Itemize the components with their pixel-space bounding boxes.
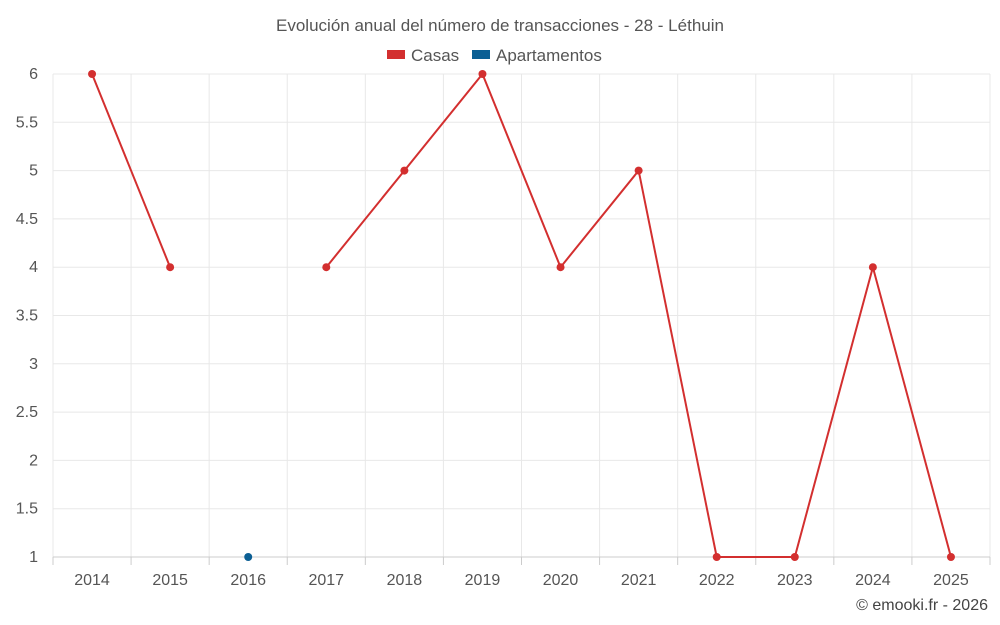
y-tick-label: 6	[29, 66, 38, 83]
y-tick-label: 3	[29, 356, 38, 373]
data-point-casas[interactable]	[868, 263, 877, 272]
x-tick-label: 2020	[543, 572, 579, 589]
chart-title: Evolución anual del número de transaccio…	[276, 16, 724, 35]
x-tick-label: 2015	[152, 572, 188, 589]
grid	[52, 73, 991, 557]
data-point-casas[interactable]	[556, 263, 565, 272]
data-point-casas[interactable]	[712, 553, 721, 561]
legend-swatch-apartamentos[interactable]	[472, 50, 490, 59]
legend-swatch-casas[interactable]	[387, 50, 405, 59]
y-tick-label: 1	[29, 549, 38, 566]
legend: Casas Apartamentos	[387, 46, 602, 65]
legend-label-apartamentos[interactable]: Apartamentos	[496, 46, 602, 65]
data-point-apartamentos[interactable]	[244, 553, 253, 561]
x-tick-label: 2019	[465, 572, 501, 589]
x-tick-label: 2021	[621, 572, 657, 589]
x-tick-label: 2024	[855, 572, 891, 589]
y-tick-label: 2.5	[16, 404, 38, 421]
y-axis-ticks: 1 1.5 2 2.5 3 3.5 4 4.5 5 5.5 6	[16, 66, 38, 566]
x-tick-label: 2018	[387, 572, 423, 589]
data-point-casas[interactable]	[322, 263, 331, 272]
y-tick-label: 5.5	[16, 114, 38, 131]
y-tick-label: 5	[29, 163, 38, 180]
x-tick-label: 2017	[308, 572, 344, 589]
y-tick-label: 1.5	[16, 501, 38, 518]
data-point-casas[interactable]	[790, 553, 799, 561]
y-tick-label: 3.5	[16, 308, 38, 325]
y-tick-label: 4	[29, 259, 38, 276]
y-tick-label: 4.5	[16, 211, 38, 228]
series	[88, 70, 955, 561]
data-point-casas[interactable]	[88, 70, 97, 78]
credit-text: © emooki.fr - 2026	[856, 597, 988, 614]
y-tick-label: 2	[29, 452, 38, 469]
x-tick-label: 2022	[699, 572, 735, 589]
x-tick-label: 2023	[777, 572, 813, 589]
x-tick-label: 2016	[230, 572, 266, 589]
data-point-casas[interactable]	[166, 263, 175, 272]
legend-label-casas[interactable]: Casas	[411, 46, 459, 65]
x-tick-label: 2025	[933, 572, 969, 589]
data-point-casas[interactable]	[478, 70, 487, 78]
data-point-casas[interactable]	[400, 166, 409, 175]
x-tick-label: 2014	[74, 572, 110, 589]
data-point-casas[interactable]	[946, 553, 955, 561]
axes	[52, 556, 991, 565]
data-point-casas[interactable]	[634, 166, 643, 175]
x-axis-ticks: 2014 2015 2016 2017 2018 2019 2020 2021 2022 2023…	[74, 572, 969, 589]
series-line-casas	[91, 73, 172, 268]
